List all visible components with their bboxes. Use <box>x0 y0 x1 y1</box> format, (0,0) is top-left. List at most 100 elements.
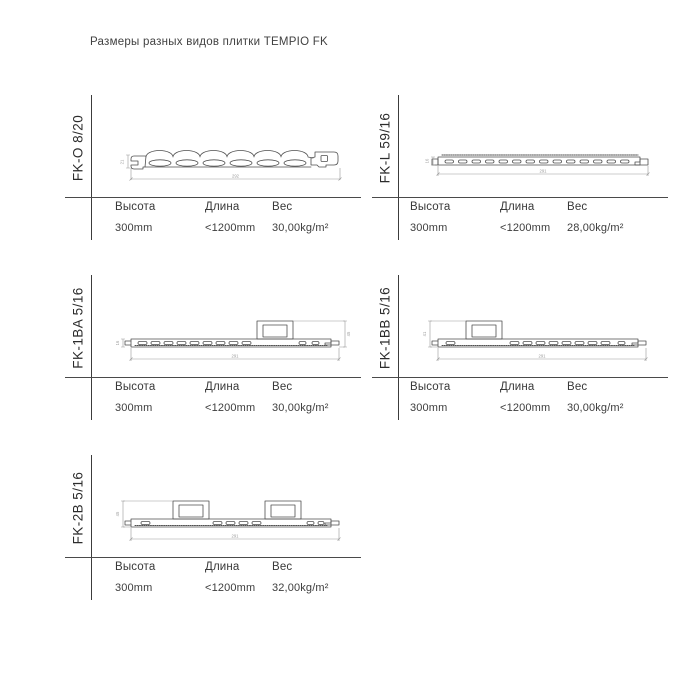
weight-value: 32,00kg/m² <box>272 582 329 594</box>
height-value: 300mm <box>410 402 448 414</box>
profile-left-step <box>124 340 132 346</box>
column-header-weight: Вес <box>272 201 293 213</box>
column-header-height: Высота <box>115 561 156 573</box>
dim-box-height-label: 45 <box>346 331 351 336</box>
profile-left-step <box>431 340 439 346</box>
profile-box-inner <box>471 324 497 338</box>
column-header-length: Длина <box>205 561 240 573</box>
height-dimension-line <box>121 338 125 348</box>
profile-box2-inner <box>270 504 296 518</box>
profile-cross-section-svg: 16 291 <box>425 154 650 176</box>
column-header-height: Высота <box>410 381 451 393</box>
profile-drawing-fk-1ba: 16 45 291 <box>115 309 355 371</box>
profile-cross-section-svg: 45 291 <box>115 500 341 541</box>
profile-type-label: FK-O 8/20 <box>70 114 86 182</box>
page-title: Размеры разных видов плитки TEMPIO FK <box>90 36 328 48</box>
weight-value: 28,00kg/m² <box>567 222 624 234</box>
profile-cross-section-svg: 41 291 <box>422 320 648 361</box>
profile-right-hook <box>631 340 647 346</box>
section-divider-line <box>398 275 399 420</box>
dim-height-label: 16 <box>425 158 430 163</box>
profile-type-label: FK-1BB 5/16 <box>377 286 393 370</box>
profile-drawing-fk-2b: 45 291 <box>115 489 355 551</box>
profile-box1-inner <box>178 504 204 518</box>
column-header-weight: Вес <box>567 201 588 213</box>
spec-table: Высота Длина Вес 300mm <1200mm 30,00kg/m… <box>410 381 624 415</box>
height-dimension-line <box>428 320 432 348</box>
section-fk-o-8-20: FK-O 8/20 21 292 <box>65 95 361 247</box>
dimension-ticks <box>436 357 648 361</box>
height-dimension-line <box>431 156 435 166</box>
profile-left-step <box>124 520 132 526</box>
profile-cross-section-svg: 16 45 291 <box>115 320 351 361</box>
profile-left-hook <box>130 155 147 170</box>
dim-height-label: 16 <box>115 340 120 345</box>
dim-height-label: 21 <box>120 159 125 164</box>
height-dimension-line <box>126 154 130 169</box>
column-header-height: Высота <box>115 201 156 213</box>
column-header-length: Длина <box>500 201 535 213</box>
length-value: <1200mm <box>500 222 551 234</box>
column-header-weight: Вес <box>567 381 588 393</box>
column-header-length: Длина <box>205 201 240 213</box>
profile-type-label: FK-1BA 5/16 <box>70 287 86 369</box>
profile-type-label: FK-L 59/16 <box>377 112 393 184</box>
profile-right-hook <box>324 340 340 346</box>
width-extension-lines <box>130 168 341 180</box>
profile-right-end <box>310 151 339 168</box>
spec-table: Высота Длина Вес 300mm <1200mm 30,00kg/m… <box>115 201 329 235</box>
column-header-length: Длина <box>205 381 240 393</box>
profile-box-outer <box>465 320 503 340</box>
profile-box-inner <box>262 324 288 338</box>
length-value: <1200mm <box>205 582 256 594</box>
profile-drawing-fk-l: 16 291 <box>422 137 662 193</box>
weight-value: 30,00kg/m² <box>272 402 329 414</box>
height-value: 300mm <box>410 222 448 234</box>
height-value: 300mm <box>115 582 153 594</box>
dim-width-label: 292 <box>232 174 240 179</box>
section-fk-1ba-5-16: FK-1BA 5/16 <box>65 275 361 427</box>
table-top-rule <box>65 557 361 558</box>
section-fk-2b-5-16: FK-2B 5/16 <box>65 455 361 607</box>
dimension-ticks <box>129 357 341 361</box>
spec-table: Высота Длина Вес 300mm <1200mm 30,00kg/m… <box>115 381 329 415</box>
profile-box1-outer <box>172 500 210 520</box>
dimension-ticks <box>129 177 342 181</box>
profile-top-outline <box>145 150 314 159</box>
section-divider-line <box>91 275 92 420</box>
column-header-weight: Вес <box>272 561 293 573</box>
dim-width-label: 291 <box>232 354 240 359</box>
table-top-rule <box>372 197 668 198</box>
weight-value: 30,00kg/m² <box>272 222 329 234</box>
profile-type-label: FK-2B 5/16 <box>70 471 86 545</box>
section-fk-1bb-5-16: FK-1BB 5/16 <box>372 275 668 427</box>
table-top-rule <box>372 377 668 378</box>
profile-cross-section-svg: 21 292 <box>120 150 342 181</box>
dim-width-label: 291 <box>232 534 240 539</box>
box-height-dimension-line <box>343 320 347 348</box>
weight-value: 30,00kg/m² <box>567 402 624 414</box>
dimension-ticks <box>129 537 341 541</box>
height-extension-lines <box>123 500 173 528</box>
profile-box-outer <box>256 320 294 340</box>
profile-box2-outer <box>264 500 302 520</box>
dim-height-label: 45 <box>115 511 120 516</box>
column-header-weight: Вес <box>272 381 293 393</box>
dimension-ticks <box>436 172 650 176</box>
table-top-rule <box>65 197 361 198</box>
dim-width-label: 291 <box>540 169 548 174</box>
column-header-height: Высота <box>115 381 156 393</box>
height-value: 300mm <box>115 222 153 234</box>
section-divider-line <box>398 95 399 240</box>
length-value: <1200mm <box>205 402 256 414</box>
height-value: 300mm <box>115 402 153 414</box>
spec-table: Высота Длина Вес 300mm <1200mm 32,00kg/m… <box>115 561 329 595</box>
length-value: <1200mm <box>205 222 256 234</box>
column-header-length: Длина <box>500 381 535 393</box>
height-dimension-line <box>121 500 125 528</box>
profile-drawing-fk-1bb: 41 291 <box>422 309 662 371</box>
length-value: <1200mm <box>500 402 551 414</box>
section-fk-l-59-16: FK-L 59/16 <box>372 95 668 247</box>
section-divider-line <box>91 95 92 240</box>
profile-right-hook <box>634 158 649 166</box>
